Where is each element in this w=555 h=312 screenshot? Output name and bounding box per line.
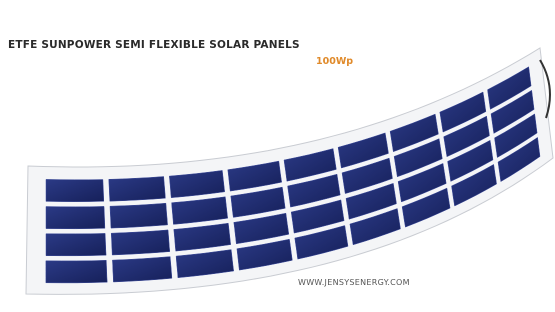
solar-cell [109,177,166,202]
website: WWW.JENSYSENERGY.COM [298,278,410,287]
solar-cell [46,206,105,228]
power-rating: 100Wp [316,56,353,67]
page: ETFE SUNPOWER SEMI FLEXIBLE SOLAR PANELS… [0,0,555,312]
product-image: ETFE SUNPOWER SEMI FLEXIBLE SOLAR PANELS… [0,0,555,312]
solar-cell [110,203,168,228]
solar-cell [112,257,171,282]
solar-cell [46,233,106,255]
solar-cell [111,230,170,255]
title: ETFE SUNPOWER SEMI FLEXIBLE SOLAR PANELS [8,39,300,51]
solar-cell [46,179,104,201]
solar-cell [46,260,107,283]
solar-panel [26,48,553,294]
